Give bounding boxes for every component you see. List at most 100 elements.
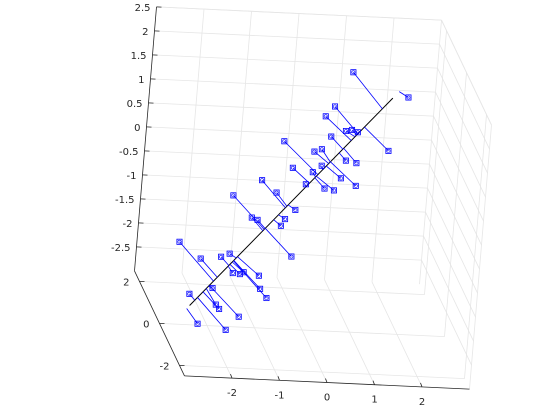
residual-segment <box>179 241 214 282</box>
data-point <box>236 271 243 278</box>
residual-segment <box>237 256 260 277</box>
x-tick-mark <box>230 373 233 379</box>
data-point <box>255 272 262 279</box>
data-point <box>226 250 233 257</box>
grid-line <box>469 125 492 390</box>
z-tick-label: -2 <box>123 219 133 230</box>
data-point <box>353 160 360 167</box>
grid-line <box>464 114 487 379</box>
data-point <box>235 313 242 320</box>
data-point <box>321 185 328 192</box>
residual-segment <box>364 126 389 152</box>
residual-segment <box>321 165 323 170</box>
residual-segment <box>330 136 344 150</box>
z-tick-label: 1.5 <box>131 51 147 62</box>
data-point <box>288 253 295 260</box>
data-point <box>331 103 338 110</box>
residual-segment <box>284 140 319 175</box>
grid-line <box>159 323 445 337</box>
y-tick-label: 2 <box>123 277 129 288</box>
grid-line <box>419 20 442 285</box>
data-point <box>349 126 356 133</box>
data-point <box>309 169 316 176</box>
data-point <box>289 164 296 171</box>
data-point <box>212 301 219 308</box>
residual-segment <box>264 228 292 257</box>
residual-segment <box>330 161 357 187</box>
z-tick-label: 0 <box>134 123 140 134</box>
x-tick-mark <box>420 382 423 388</box>
residual-segment <box>325 116 352 141</box>
data-point <box>229 270 236 277</box>
residual-segment <box>321 149 331 163</box>
fit-line <box>189 97 394 306</box>
data-point <box>273 189 280 196</box>
grid-line <box>371 17 395 282</box>
x-tick-label: 2 <box>419 397 425 408</box>
residual-segment <box>353 72 383 110</box>
z-tick-label: 2 <box>142 27 148 38</box>
grid-line <box>139 281 425 295</box>
residual-segment <box>229 263 241 275</box>
residual-segment <box>334 106 359 134</box>
x-tick-mark <box>325 378 328 383</box>
grid-line <box>324 15 347 280</box>
data-point <box>248 214 255 221</box>
data-point <box>311 148 318 155</box>
data-point <box>350 69 357 76</box>
residual-segment <box>257 219 266 229</box>
data-point <box>257 285 264 292</box>
data-point <box>216 305 223 312</box>
residual-segment <box>314 151 329 164</box>
data-point <box>302 181 309 188</box>
data-points <box>176 69 412 333</box>
data-point <box>254 216 261 223</box>
grid-line <box>424 30 447 295</box>
data-point <box>318 162 325 169</box>
data-point <box>337 175 344 182</box>
z-tick-label: 1 <box>138 75 144 86</box>
data-point <box>342 157 349 164</box>
z-tick-label: -1.5 <box>115 195 135 206</box>
data-point <box>385 147 392 154</box>
grid-line <box>276 13 300 278</box>
data-point <box>263 295 270 302</box>
residual-segment <box>233 260 267 299</box>
y-tick-label: 0 <box>143 319 149 330</box>
axes <box>134 6 470 390</box>
grid-line <box>179 365 465 379</box>
data-point <box>330 187 337 194</box>
data-point <box>222 326 229 333</box>
data-point <box>277 222 284 229</box>
data-point <box>240 269 247 276</box>
data-point <box>281 138 288 145</box>
data-point <box>218 253 225 260</box>
data-point <box>194 320 201 327</box>
x-tick-label: -1 <box>275 390 285 401</box>
data-point <box>342 127 349 134</box>
grid-lines <box>136 6 492 390</box>
residual-segment <box>220 256 230 266</box>
x-tick-label: -2 <box>227 388 237 399</box>
data-point <box>282 216 289 223</box>
data-point <box>352 182 359 189</box>
data-point <box>176 238 183 245</box>
data-point <box>405 94 412 101</box>
grid-line <box>156 6 442 21</box>
residual-segment <box>200 258 218 278</box>
data-point <box>354 129 361 136</box>
x-tick-label: 0 <box>324 393 330 404</box>
residual-segment <box>233 260 261 290</box>
data-point <box>292 206 299 213</box>
data-point <box>197 255 204 262</box>
z-tick-label: -2.5 <box>111 243 131 254</box>
z-tick-label: -0.5 <box>119 147 139 158</box>
z-tick-label: -1 <box>127 171 137 182</box>
grid-line <box>441 19 492 126</box>
grid-line <box>229 11 252 276</box>
x-tick-mark <box>277 376 280 381</box>
fit-line-layer <box>189 97 394 306</box>
tick-labels: -2.5 -2 -1.5 -1 -0.5 0 0.5 1 1.5 2 2.5 -2 0 2 -2 -1 0 1 2 <box>111 3 425 408</box>
z-tick-label: 2.5 <box>135 3 151 14</box>
data-point <box>259 177 266 184</box>
